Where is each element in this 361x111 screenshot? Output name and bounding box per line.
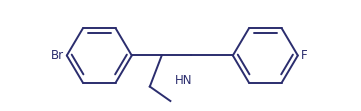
Text: F: F xyxy=(301,49,307,62)
Text: Br: Br xyxy=(51,49,64,62)
Text: HN: HN xyxy=(175,74,193,87)
